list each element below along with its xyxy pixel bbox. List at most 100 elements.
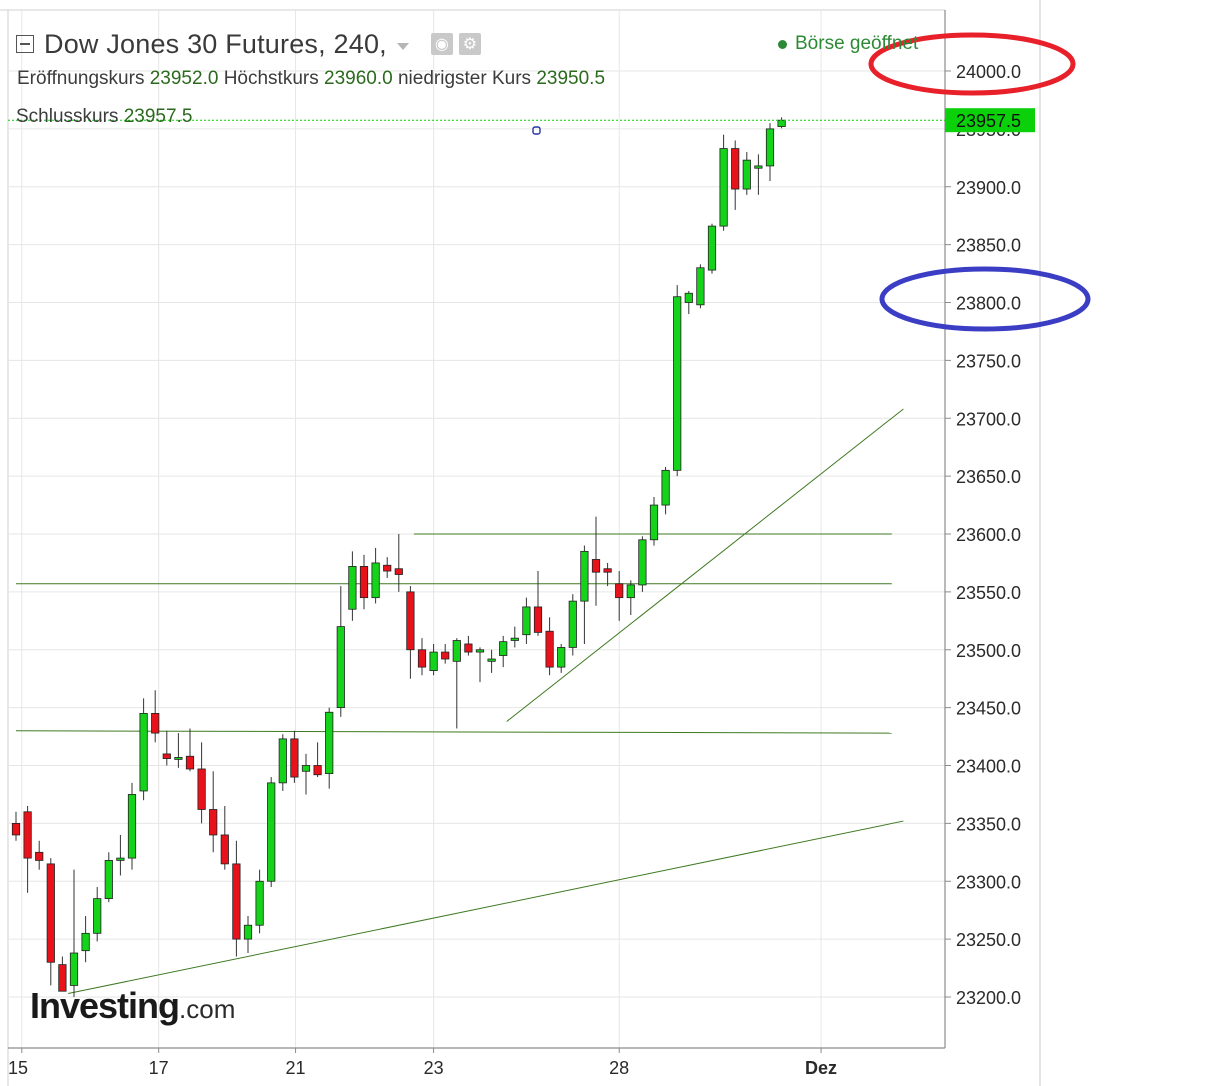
open-value: 23952.0 xyxy=(149,68,219,89)
candle-body xyxy=(533,606,543,633)
candle-body xyxy=(754,165,763,169)
candle-body xyxy=(383,564,392,572)
candle-body xyxy=(464,643,473,653)
candle-body xyxy=(185,755,195,770)
y-tick-label: 23550.0 xyxy=(956,583,1021,603)
market-status: Börse geöffnet xyxy=(778,33,918,55)
y-tick-label: 23500.0 xyxy=(956,641,1021,661)
high-value: 23960.0 xyxy=(324,68,393,89)
close-label: Schlusskurs xyxy=(16,106,119,127)
candle-body xyxy=(417,649,427,668)
y-tick-label: 23800.0 xyxy=(956,294,1021,314)
event-marker xyxy=(532,126,541,135)
candle-body xyxy=(104,860,113,900)
candle-body xyxy=(23,811,32,859)
status-dot-icon xyxy=(778,39,787,49)
candle-body xyxy=(696,267,705,306)
logo-sub: .com xyxy=(179,994,236,1024)
candle-body xyxy=(429,651,438,671)
legend-title-row: Dow Jones 30 Futures, 240, ◉ ⚙ xyxy=(16,26,481,62)
blue-circle-annotation xyxy=(879,266,1091,332)
candle-body xyxy=(209,809,218,836)
x-tick-label: 23 xyxy=(424,1058,444,1078)
candle-body xyxy=(777,119,786,127)
candle-body xyxy=(359,566,369,599)
candle-body xyxy=(522,606,531,636)
candle-body xyxy=(707,225,717,271)
trendline xyxy=(506,408,904,722)
candle-body xyxy=(81,932,90,952)
eye-icon[interactable]: ◉ xyxy=(430,33,453,55)
candle-body xyxy=(267,782,276,882)
low-value: 23950.5 xyxy=(536,68,606,89)
last-price-label: 23957.5 xyxy=(956,111,1021,131)
candles xyxy=(11,117,786,997)
x-tick-label: 17 xyxy=(149,1058,169,1078)
candle-body xyxy=(580,550,589,602)
y-tick-label: 23650.0 xyxy=(956,467,1021,487)
x-tick-label: 15 xyxy=(8,1058,28,1078)
candle-body xyxy=(394,568,403,575)
y-tick-label: 23200.0 xyxy=(956,988,1021,1008)
y-tick-label: 23250.0 xyxy=(956,930,1021,950)
candle-body xyxy=(243,924,253,940)
candle-body xyxy=(232,863,241,940)
candle-body xyxy=(11,822,21,836)
annotations xyxy=(532,32,1091,332)
x-tick-label: Dez xyxy=(805,1058,837,1078)
candle-body xyxy=(313,765,322,776)
candle-body xyxy=(765,128,775,167)
candle-body xyxy=(93,898,102,934)
chevron-down-icon[interactable] xyxy=(396,42,409,50)
candle-body xyxy=(731,148,740,190)
candle-body xyxy=(615,583,624,599)
open-label: Eröffnungskurs xyxy=(17,68,145,89)
candle-body xyxy=(499,641,508,656)
candle-body xyxy=(719,148,728,227)
candle-body xyxy=(336,626,345,709)
candle-body xyxy=(684,292,693,303)
trendline xyxy=(68,820,904,995)
close-values: Schlusskurs 23957.5 xyxy=(16,106,192,128)
close-value: 23957.5 xyxy=(123,106,193,127)
candle-body xyxy=(371,562,380,599)
last-price-marker: 23957.5 xyxy=(8,108,1035,133)
candle-body xyxy=(151,713,160,734)
candle-body xyxy=(487,658,496,662)
y-tick-label: 23750.0 xyxy=(956,351,1021,371)
y-tick-label: 23900.0 xyxy=(956,178,1021,198)
candle-body xyxy=(325,711,334,775)
y-tick-label: 23600.0 xyxy=(956,525,1021,545)
candle-body xyxy=(197,768,206,810)
candle-body xyxy=(568,600,577,648)
last-price-box xyxy=(945,108,1035,133)
low-label: niedrigster Kurs xyxy=(397,68,532,89)
instrument-title[interactable]: Dow Jones 30 Futures, 240, xyxy=(44,28,387,59)
candle-body xyxy=(673,296,682,471)
candle-body xyxy=(510,637,519,641)
candle-body xyxy=(649,504,659,541)
collapse-legend-icon[interactable] xyxy=(16,35,34,53)
candle-body xyxy=(452,640,461,662)
high-label: Höchstkurs xyxy=(223,68,319,89)
candle-body xyxy=(69,952,79,986)
candle-body xyxy=(475,649,485,653)
y-tick-label: 23700.0 xyxy=(956,409,1021,429)
x-axis: 15 17 21 23 28 Dez xyxy=(8,1047,945,1078)
candle-body xyxy=(127,794,137,859)
candle-body xyxy=(603,568,612,573)
market-status-text: Börse geöffnet xyxy=(795,33,919,54)
candle-body xyxy=(348,566,357,610)
investing-logo: Investing.com xyxy=(30,985,235,1027)
gear-icon[interactable]: ⚙ xyxy=(458,33,481,55)
y-tick-label: 23400.0 xyxy=(956,757,1021,777)
candle-body xyxy=(638,539,647,586)
x-tick-label: 28 xyxy=(609,1058,629,1078)
candle-body xyxy=(255,880,264,926)
candle-body xyxy=(46,863,55,963)
candle-body xyxy=(301,765,311,772)
trendlines xyxy=(15,408,904,995)
